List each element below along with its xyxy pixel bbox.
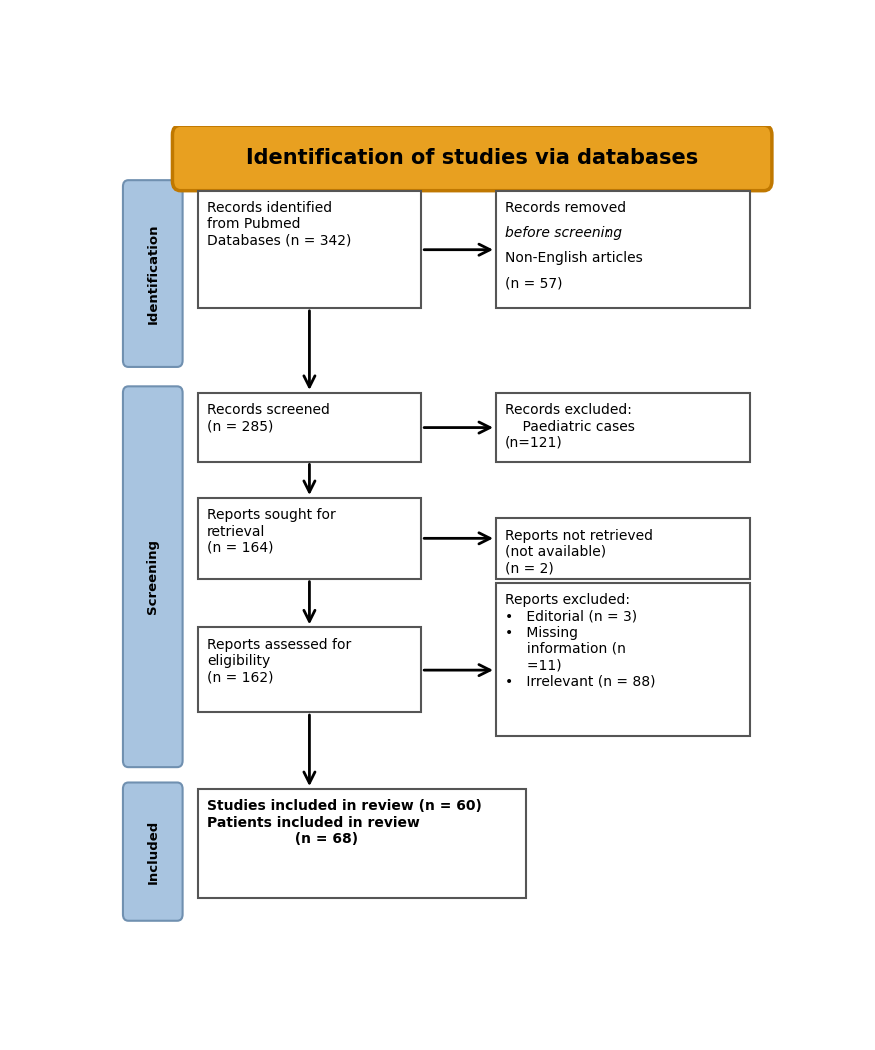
FancyBboxPatch shape <box>496 393 750 462</box>
Text: Reports sought for
retrieval
(n = 164): Reports sought for retrieval (n = 164) <box>207 508 336 554</box>
FancyBboxPatch shape <box>198 393 422 462</box>
Text: Reports excluded:
•   Editorial (n = 3)
•   Missing
     information (n
     =11: Reports excluded: • Editorial (n = 3) • … <box>505 593 655 689</box>
Text: Non-English articles: Non-English articles <box>505 251 642 266</box>
Text: (n = 57): (n = 57) <box>505 276 563 291</box>
FancyBboxPatch shape <box>123 386 183 768</box>
Text: Records screened
(n = 285): Records screened (n = 285) <box>207 403 330 434</box>
Text: before screening: before screening <box>505 226 622 240</box>
Text: Reports not retrieved
(not available)
(n = 2): Reports not retrieved (not available) (n… <box>505 528 653 575</box>
FancyBboxPatch shape <box>496 518 750 579</box>
FancyBboxPatch shape <box>496 583 750 736</box>
FancyBboxPatch shape <box>172 125 772 191</box>
Text: Included: Included <box>146 819 159 884</box>
FancyBboxPatch shape <box>198 789 527 898</box>
Text: Screening: Screening <box>146 540 159 614</box>
Text: Records excluded:
    Paediatric cases
(n=121): Records excluded: Paediatric cases (n=12… <box>505 403 634 449</box>
Text: Reports assessed for
eligibility
(n = 162): Reports assessed for eligibility (n = 16… <box>207 637 351 685</box>
FancyBboxPatch shape <box>123 782 183 921</box>
FancyBboxPatch shape <box>123 181 183 366</box>
Text: Identification: Identification <box>146 224 159 323</box>
FancyBboxPatch shape <box>198 191 422 308</box>
Text: Identification of studies via databases: Identification of studies via databases <box>246 148 698 168</box>
Text: Records removed: Records removed <box>505 202 626 215</box>
FancyBboxPatch shape <box>496 191 750 308</box>
FancyBboxPatch shape <box>198 627 422 712</box>
FancyBboxPatch shape <box>198 498 422 579</box>
Text: Records identified
from Pubmed
Databases (n = 342): Records identified from Pubmed Databases… <box>207 202 352 248</box>
Text: Studies included in review (n = 60)
Patients included in review
                : Studies included in review (n = 60) Pati… <box>207 799 482 846</box>
Text: :: : <box>606 226 610 240</box>
